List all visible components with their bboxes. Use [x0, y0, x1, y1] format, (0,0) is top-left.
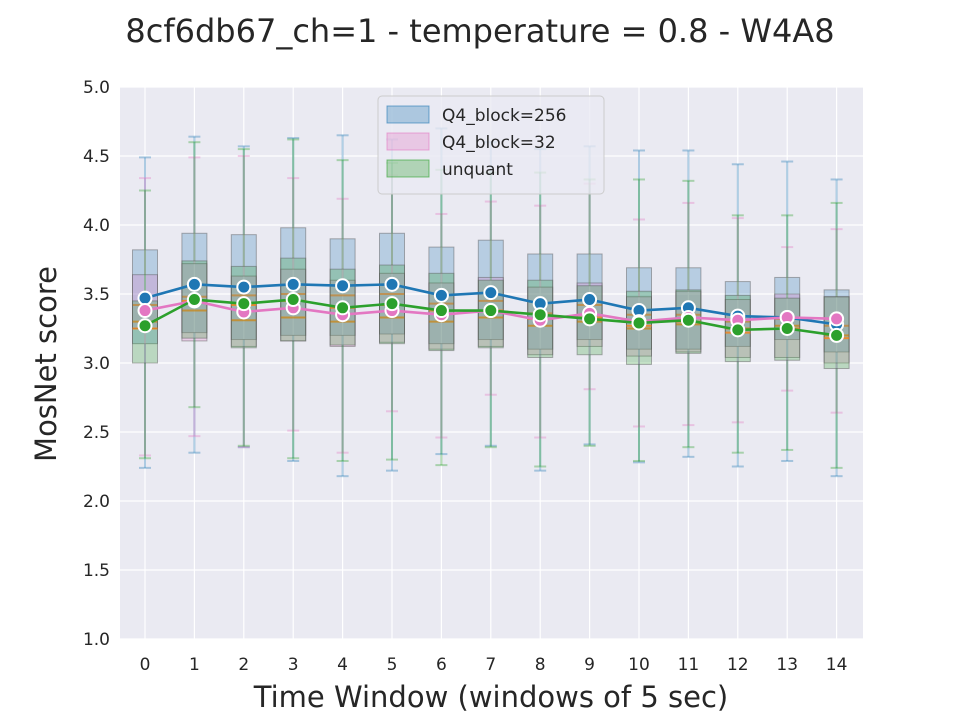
x-tick-label: 3	[288, 655, 299, 675]
mean-point	[730, 322, 746, 338]
y-tick-label: 3.0	[83, 354, 110, 374]
mean-point	[285, 292, 301, 308]
y-tick-label: 4.5	[83, 147, 110, 167]
mean-point	[483, 285, 499, 301]
mean-point	[532, 307, 548, 323]
mean-point	[433, 303, 449, 319]
mean-point	[335, 278, 351, 294]
legend-label: Q4_block=256	[442, 106, 567, 126]
mean-lines	[137, 276, 845, 343]
mean-point	[829, 327, 845, 343]
mean-point	[236, 279, 252, 295]
x-tick-label: 0	[140, 655, 151, 675]
mean-point	[582, 292, 598, 308]
mean-point	[186, 292, 202, 308]
y-axis-label: MosNet score	[29, 266, 63, 462]
mean-point	[582, 311, 598, 327]
x-tick-label: 8	[535, 655, 546, 675]
mean-point	[631, 315, 647, 331]
mean-point	[236, 296, 252, 312]
mean-series-Q4_block=256	[137, 276, 845, 332]
box-plots	[132, 127, 850, 478]
y-tick-label: 4.0	[83, 216, 110, 236]
legend-swatch	[386, 132, 430, 151]
y-tick-label: 1.5	[83, 561, 110, 581]
mean-point	[680, 312, 696, 328]
y-tick-label: 2.5	[83, 423, 110, 443]
chart-title: 8cf6db67_ch=1 - temperature = 0.8 - W4A8	[125, 12, 834, 50]
grid	[120, 86, 863, 640]
y-tick-label: 2.0	[83, 492, 110, 512]
mean-point	[335, 300, 351, 316]
mean-point	[186, 276, 202, 292]
x-tick-label: 12	[727, 655, 749, 675]
legend-swatch	[386, 159, 430, 178]
mean-point	[779, 321, 795, 336]
mean-point	[384, 296, 400, 312]
x-tick-label: 11	[678, 655, 700, 675]
x-tick-label: 9	[584, 655, 595, 675]
mean-point	[137, 318, 153, 334]
x-tick-label: 2	[238, 655, 249, 675]
legend-label: unquant	[442, 160, 513, 180]
y-tick-label: 5.0	[83, 78, 110, 98]
mean-point	[137, 290, 153, 306]
mean-point	[384, 276, 400, 292]
y-tick-label: 1.0	[83, 630, 110, 650]
mean-point	[285, 276, 301, 292]
x-tick-label: 1	[189, 655, 200, 675]
legend-label: Q4_block=32	[442, 133, 556, 153]
x-tick-label: 5	[387, 655, 398, 675]
x-tick-label: 7	[485, 655, 496, 675]
x-tick-label: 4	[337, 655, 348, 675]
mean-point	[829, 311, 845, 327]
x-tick-label: 10	[628, 655, 650, 675]
mean-series-unquant	[137, 292, 845, 343]
tick-labels: 1.01.52.02.53.03.54.04.55.00 1 2 3 4 5 6 7 8 9 10 1…	[83, 78, 847, 675]
x-tick-label: 14	[826, 655, 848, 675]
x-tick-label: 13	[776, 655, 798, 675]
y-tick-label: 3.5	[83, 285, 110, 305]
x-tick-label: 6	[436, 655, 447, 675]
legend-box	[377, 95, 605, 195]
x-axis-label: Time Window (windows of 5 sec)	[253, 680, 728, 714]
mean-point	[483, 303, 499, 319]
mean-point	[433, 287, 449, 303]
mean-point	[137, 303, 153, 319]
legend-swatch	[386, 105, 430, 124]
